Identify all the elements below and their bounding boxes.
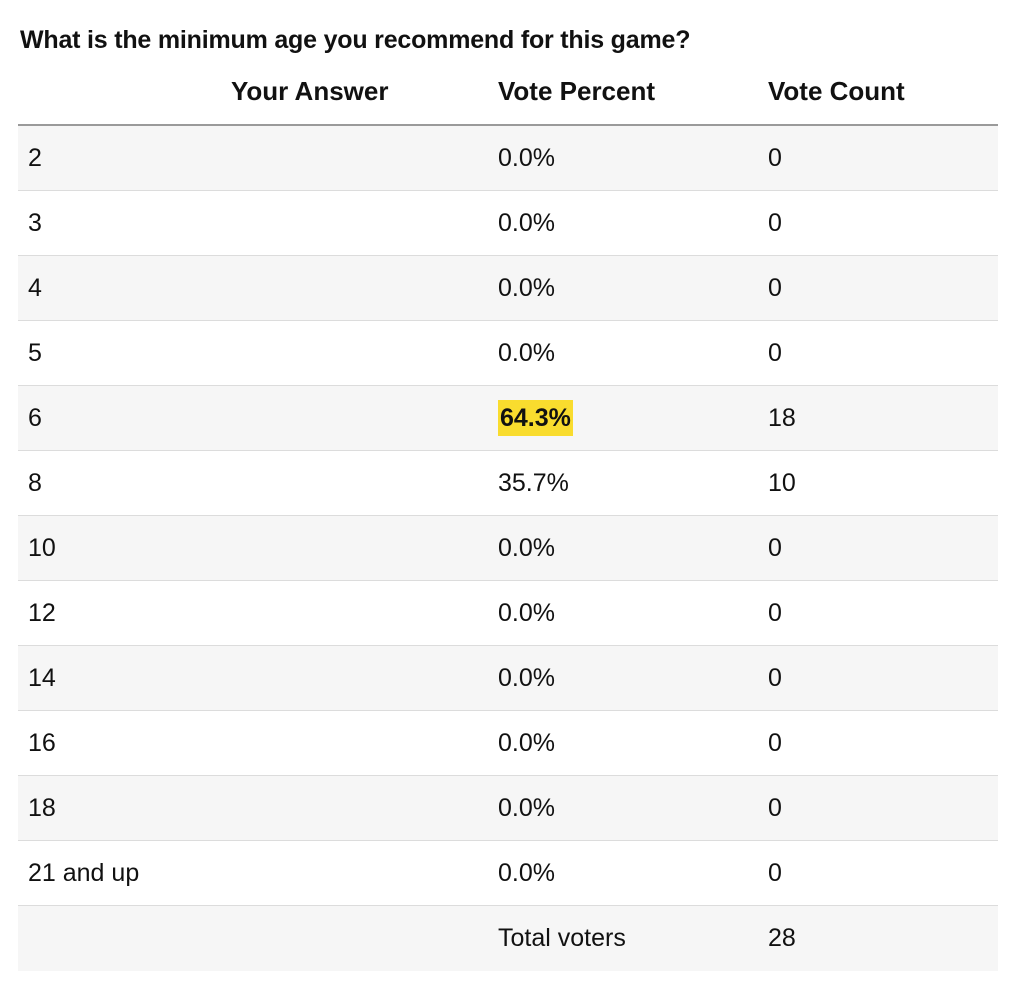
percent-cell: 0.0%: [498, 516, 555, 580]
count-cell: 18: [768, 386, 796, 450]
answer-cell: 12: [28, 581, 56, 645]
count-cell: 0: [768, 256, 782, 320]
table-row: 21 and up 0.0% 0: [18, 841, 998, 906]
percent-cell: 0.0%: [498, 711, 555, 775]
table-row: 8 35.7% 10: [18, 451, 998, 516]
count-cell: 0: [768, 776, 782, 840]
table-row: 6 64.3% 18: [18, 386, 998, 451]
answer-cell: 5: [28, 321, 42, 385]
percent-cell: 0.0%: [498, 321, 555, 385]
total-voters-label: Total voters: [498, 906, 626, 970]
percent-cell: 0.0%: [498, 646, 555, 710]
count-cell: 0: [768, 841, 782, 905]
count-cell: 0: [768, 126, 782, 190]
count-cell: 0: [768, 646, 782, 710]
answer-cell: 10: [28, 516, 56, 580]
header-vote-percent: Vote Percent: [498, 76, 655, 107]
percent-cell: 0.0%: [498, 581, 555, 645]
poll-results-table: 2 0.0% 0 3 0.0% 0 4 0.0% 0 5 0.0% 0 6 64…: [18, 126, 998, 971]
answer-cell: 16: [28, 711, 56, 775]
table-row: 12 0.0% 0: [18, 581, 998, 646]
table-row: 3 0.0% 0: [18, 191, 998, 256]
table-row: 5 0.0% 0: [18, 321, 998, 386]
total-voters-count: 28: [768, 906, 796, 970]
table-row: 4 0.0% 0: [18, 256, 998, 321]
count-cell: 10: [768, 451, 796, 515]
percent-cell: 0.0%: [498, 126, 555, 190]
count-cell: 0: [768, 191, 782, 255]
answer-cell: 4: [28, 256, 42, 320]
total-row: Total voters 28: [18, 906, 998, 971]
poll-question: What is the minimum age you recommend fo…: [20, 26, 690, 55]
table-header: Your Answer Vote Percent Vote Count: [18, 76, 998, 124]
table-row: 14 0.0% 0: [18, 646, 998, 711]
top-vote-highlight: 64.3%: [498, 400, 573, 436]
count-cell: 0: [768, 711, 782, 775]
answer-cell: 6: [28, 386, 42, 450]
count-cell: 0: [768, 321, 782, 385]
table-row: 18 0.0% 0: [18, 776, 998, 841]
percent-cell: 0.0%: [498, 841, 555, 905]
answer-cell: 18: [28, 776, 56, 840]
table-row: 2 0.0% 0: [18, 126, 998, 191]
percent-cell: 0.0%: [498, 776, 555, 840]
answer-cell: 14: [28, 646, 56, 710]
header-your-answer: Your Answer: [231, 76, 388, 107]
count-cell: 0: [768, 581, 782, 645]
answer-cell: 8: [28, 451, 42, 515]
answer-cell: 2: [28, 126, 42, 190]
answer-cell: 21 and up: [28, 841, 139, 905]
header-vote-count: Vote Count: [768, 76, 905, 107]
percent-cell: 35.7%: [498, 451, 569, 515]
answer-cell: 3: [28, 191, 42, 255]
table-row: 16 0.0% 0: [18, 711, 998, 776]
percent-cell: 0.0%: [498, 256, 555, 320]
percent-cell-highlighted: 64.3%: [498, 386, 573, 450]
table-row: 10 0.0% 0: [18, 516, 998, 581]
percent-cell: 0.0%: [498, 191, 555, 255]
count-cell: 0: [768, 516, 782, 580]
